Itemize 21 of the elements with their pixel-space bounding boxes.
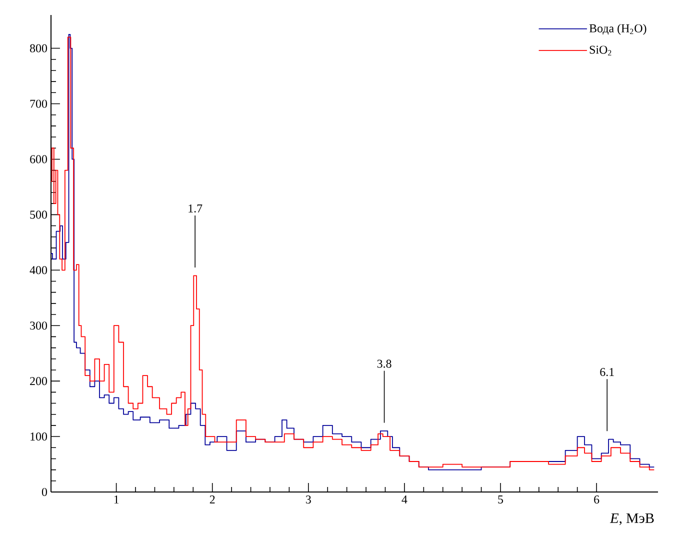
legend-label: Вода (H$_{2}$O) <box>589 24 646 35</box>
annotation: 1.7 <box>188 204 202 213</box>
x-axis-title: E, МэВ <box>610 513 654 526</box>
legend-label: SiO$_{2}$ <box>590 46 612 56</box>
x-tick-label: 3 <box>306 496 311 504</box>
x-tick-label: 6 <box>594 496 600 504</box>
y-tick-label: 700 <box>30 100 48 108</box>
x-tick-label: 5 <box>498 496 504 504</box>
y-tick-label: 200 <box>30 377 48 386</box>
annotation: 6.1 <box>600 368 614 376</box>
annotation: 3.8 <box>377 360 392 368</box>
y-tick-label: 100 <box>30 432 48 441</box>
x-tick-label: 1 <box>114 496 119 504</box>
y-tick-label: 0 <box>42 488 48 496</box>
y-tick-label: 400 <box>30 266 48 274</box>
x-tick-label: 4 <box>402 496 408 504</box>
y-tick-label: 300 <box>30 322 48 330</box>
y-tick-label: 500 <box>30 210 48 219</box>
y-tick-label: 600 <box>30 155 48 164</box>
y-tick-label: 800 <box>30 44 48 52</box>
x-tick-label: 2 <box>210 496 215 504</box>
